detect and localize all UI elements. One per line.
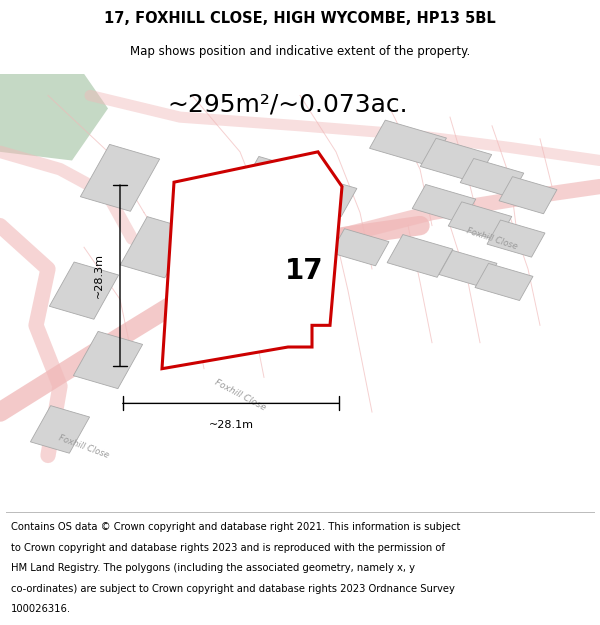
Polygon shape (412, 184, 476, 223)
Polygon shape (370, 120, 446, 166)
Polygon shape (120, 217, 192, 278)
Text: Map shows position and indicative extent of the property.: Map shows position and indicative extent… (130, 45, 470, 58)
Polygon shape (73, 331, 143, 389)
Polygon shape (0, 74, 108, 161)
Text: to Crown copyright and database rights 2023 and is reproduced with the permissio: to Crown copyright and database rights 2… (11, 542, 445, 552)
Text: HM Land Registry. The polygons (including the associated geometry, namely x, y: HM Land Registry. The polygons (includin… (11, 563, 415, 573)
Text: Contains OS data © Crown copyright and database right 2021. This information is : Contains OS data © Crown copyright and d… (11, 522, 460, 532)
Polygon shape (271, 246, 329, 283)
Text: ~28.1m: ~28.1m (209, 420, 254, 430)
Polygon shape (487, 220, 545, 257)
Text: 100026316.: 100026316. (11, 604, 71, 614)
Polygon shape (499, 177, 557, 214)
Polygon shape (291, 174, 357, 217)
Polygon shape (460, 159, 524, 198)
Polygon shape (421, 138, 491, 182)
Polygon shape (439, 251, 497, 288)
Polygon shape (243, 156, 309, 199)
Polygon shape (448, 202, 512, 241)
Text: ~295m²/~0.073ac.: ~295m²/~0.073ac. (167, 92, 409, 116)
Text: Foxhill Close: Foxhill Close (58, 434, 110, 460)
Polygon shape (162, 152, 342, 369)
Polygon shape (475, 263, 533, 301)
Polygon shape (331, 229, 389, 266)
Text: 17, FOXHILL CLOSE, HIGH WYCOMBE, HP13 5BL: 17, FOXHILL CLOSE, HIGH WYCOMBE, HP13 5B… (104, 11, 496, 26)
Text: ~28.3m: ~28.3m (94, 253, 104, 298)
Polygon shape (387, 234, 453, 278)
Polygon shape (31, 406, 89, 453)
Text: Foxhill Close: Foxhill Close (466, 226, 518, 251)
Text: 17: 17 (284, 257, 323, 284)
Polygon shape (49, 262, 119, 319)
Text: Foxhill Close: Foxhill Close (213, 378, 267, 412)
Polygon shape (211, 263, 269, 301)
Text: co-ordinates) are subject to Crown copyright and database rights 2023 Ordnance S: co-ordinates) are subject to Crown copyr… (11, 584, 455, 594)
Polygon shape (80, 144, 160, 211)
